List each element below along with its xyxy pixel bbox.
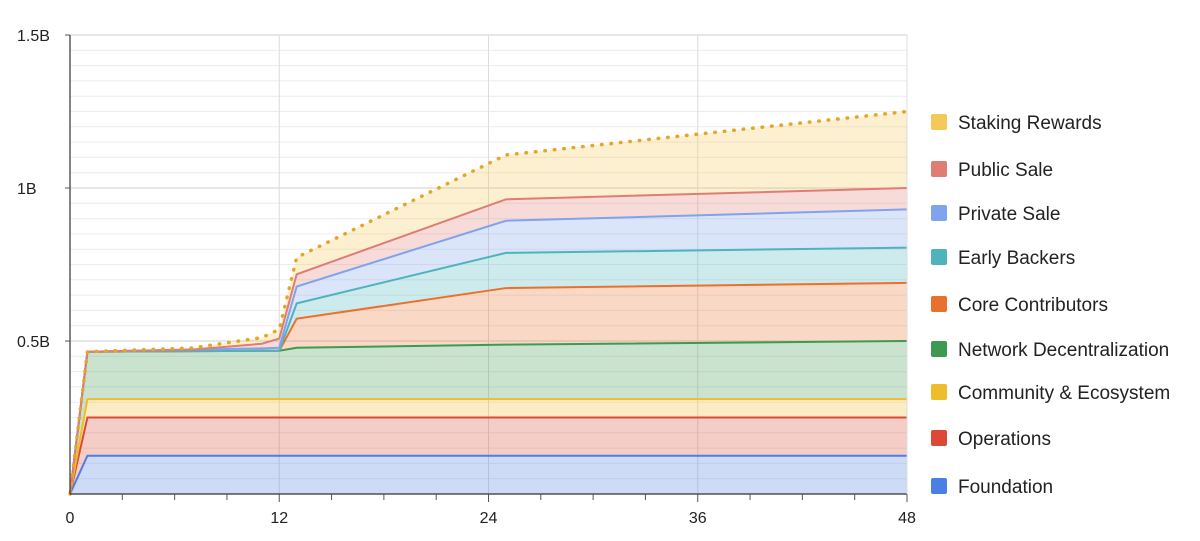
legend-swatch-early-backers [931, 249, 947, 265]
line-community-ecosystem [69, 398, 907, 495]
area-foundation [70, 455, 907, 494]
legend-swatch-community-ecosystem [931, 384, 947, 400]
legend-label-private-sale: Private Sale [958, 204, 1060, 225]
y-tick-label: 0.5B [17, 334, 50, 351]
x-tick-label: 48 [898, 510, 916, 527]
legend-label-network-decentralization: Network Decentralization [958, 340, 1169, 361]
line-operations [69, 416, 907, 495]
area-early-backers [70, 247, 907, 494]
area-layer [70, 111, 907, 495]
x-tick-label: 0 [66, 510, 75, 527]
axis-layer: 0 12 24 36 48 0.5B 1B 1.5B [17, 28, 916, 527]
legend-swatch-foundation [931, 478, 947, 494]
legend-swatch-network-decentralization [931, 341, 947, 357]
y-tick-label: 1B [17, 181, 37, 198]
line-layer [68, 109, 909, 496]
legend: Staking Rewards Public Sale Private Sale Ea… [931, 113, 1170, 498]
x-tick-label: 12 [270, 510, 288, 527]
y-tick-label: 1.5B [17, 28, 50, 45]
line-foundation [69, 454, 907, 495]
legend-swatch-private-sale [931, 205, 947, 221]
legend-swatch-public-sale [931, 161, 947, 177]
legend-label-community-ecosystem: Community & Ecosystem [958, 383, 1170, 404]
area-private-sale [70, 209, 907, 495]
legend-label-core-contributors: Core Contributors [958, 295, 1108, 316]
x-tick-label: 24 [480, 510, 498, 527]
x-tick-label: 36 [689, 510, 707, 527]
legend-label-foundation: Foundation [958, 477, 1053, 498]
area-staking-rewards [70, 111, 907, 494]
legend-label-public-sale: Public Sale [958, 160, 1053, 181]
area-core-contributors [70, 282, 907, 494]
legend-label-operations: Operations [958, 429, 1051, 450]
legend-label-staking-rewards: Staking Rewards [958, 113, 1102, 134]
legend-label-early-backers: Early Backers [958, 248, 1075, 269]
legend-swatch-core-contributors [931, 296, 947, 312]
legend-swatch-operations [931, 430, 947, 446]
area-community-ecosystem [70, 399, 907, 494]
area-network-decentralization [70, 341, 907, 494]
line-total-dotted [68, 109, 909, 496]
legend-swatch-staking-rewards [931, 114, 947, 130]
grid-layer [70, 34, 908, 494]
